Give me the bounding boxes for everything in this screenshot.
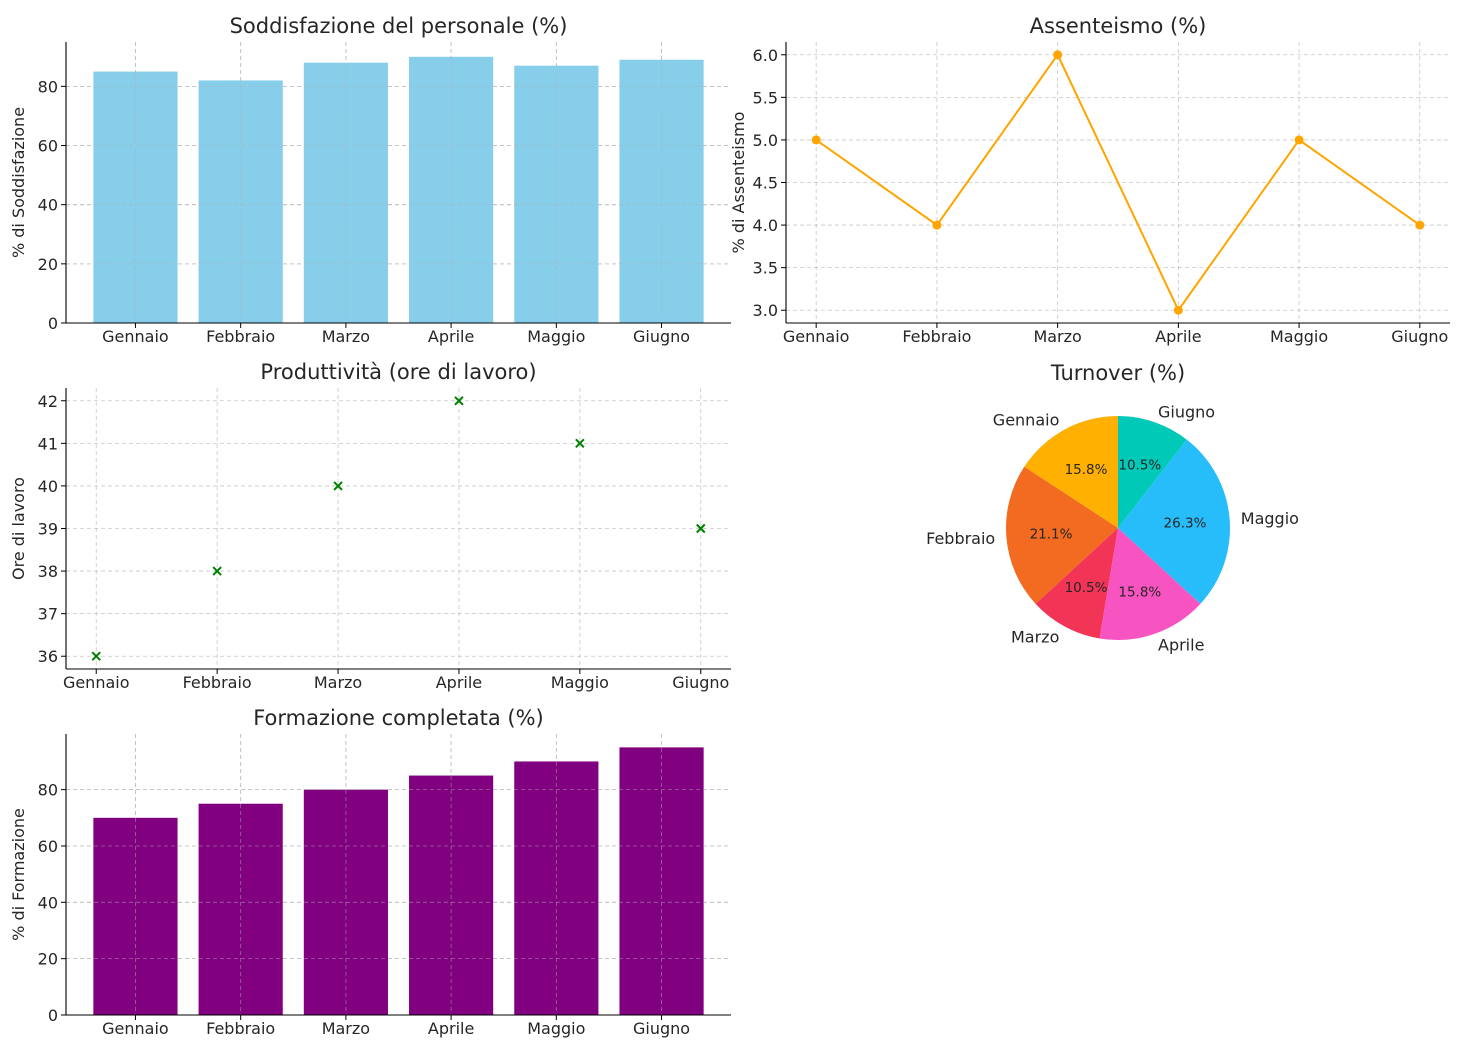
y-axis-label: % di Soddisfazione [9,107,28,258]
y-tick-label: 36 [38,647,58,666]
x-tick-label: Giugno [633,327,690,346]
x-tick-label: Marzo [314,673,362,692]
y-tick-label: 3.5 [753,259,778,278]
point-marzo [1053,50,1063,60]
y-tick-label: 42 [38,392,58,411]
point-maggio [575,438,585,449]
y-tick-label: 80 [38,77,58,96]
y-tick-label: 60 [38,137,58,156]
chart-title: Formazione completata (%) [253,706,544,730]
y-tick-label: 5.0 [753,131,778,150]
chart-1: Assenteismo (%) 3.0 3.5 4.0 4.5 5.0 5.5 6.0 Genn… [729,14,1450,346]
x-tick-label: Marzo [1033,327,1081,346]
x-tick-label: Gennaio [102,327,169,346]
y-tick-label: 4.5 [753,174,778,193]
x-tick-label: Maggio [1270,327,1328,346]
slice-aprile [1099,528,1201,640]
y-tick-label: 40 [38,477,58,496]
slice-pct-label: 15.8% [1065,462,1108,478]
y-tick-label: 40 [38,893,58,912]
chart-4: Formazione completata (%) 0 20 40 60 80 Gennai… [9,706,731,1038]
x-tick-label: Febbraio [902,327,971,346]
slice-label: Febbraio [926,529,995,548]
y-tick-label: 20 [38,950,58,969]
y-tick-label: 3.0 [753,301,778,320]
x-tick-label: Marzo [322,327,370,346]
slice-pct-label: 15.8% [1118,585,1161,601]
slice-pct-label: 21.1% [1030,527,1073,543]
y-tick-label: 0 [48,314,58,333]
x-tick-label: Maggio [527,1019,585,1038]
slice-febbraio [1006,466,1118,604]
x-tick-label: Giugno [633,1019,690,1038]
slice-pct-label: 26.3% [1164,515,1207,531]
y-tick-label: 5.5 [753,88,778,107]
point-marzo [333,481,343,491]
x-tick-label: Aprile [1155,327,1201,346]
point-febbraio [212,566,222,576]
x-tick-label: Febbraio [206,1019,275,1038]
y-tick-label: 39 [38,520,58,539]
y-tick-label: 4.0 [753,216,778,235]
x-tick-label: Gennaio [783,327,850,346]
chart-3: Turnover (%) Gennaio 15.8% Febbraio 21.1% Mar… [926,361,1299,655]
point-gennaio [811,135,821,145]
point-aprile [1173,305,1183,315]
y-tick-label: 41 [38,434,58,453]
x-tick-label: Aprile [436,673,482,692]
chart-title: Soddisfazione del personale (%) [230,14,568,38]
slice-label: Maggio [1241,509,1299,528]
chart-0: Soddisfazione del personale (%) 0 20 40 60 80… [9,14,731,346]
y-tick-label: 20 [38,255,58,274]
y-axis-label: Ore di lavoro [9,477,28,580]
point-giugno [696,523,706,534]
x-tick-label: Febbraio [183,673,252,692]
y-tick-label: 38 [38,562,58,581]
bar-maggio [514,65,599,324]
y-tick-label: 37 [38,605,58,624]
point-febbraio [932,220,942,230]
point-maggio [1294,135,1304,145]
y-tick-label: 0 [48,1006,58,1025]
slice-label: Marzo [1011,627,1059,646]
point-giugno [1415,220,1425,230]
x-tick-label: Maggio [551,673,609,692]
series-line [815,52,1421,313]
bar-febbraio [198,80,283,323]
slice-gennaio [1024,416,1118,528]
x-tick-label: Maggio [527,327,585,346]
chart-2: Produttività (ore di lavoro) 36 37 38 39 40 41… [9,360,731,692]
y-axis-label: % di Assenteismo [729,112,748,254]
y-axis-label: % di Formazione [9,808,28,941]
slice-giugno [1118,416,1187,528]
chart-title: Turnover (%) [1050,361,1185,385]
x-tick-label: Giugno [1391,327,1448,346]
slice-label: Giugno [1158,402,1215,421]
point-gennaio [91,651,101,661]
x-tick-label: Gennaio [102,1019,169,1038]
slice-marzo [1035,528,1118,639]
point-aprile [454,396,464,406]
x-tick-label: Febbraio [206,327,275,346]
y-tick-label: 60 [38,837,58,856]
chart-title: Produttività (ore di lavoro) [260,360,536,384]
x-tick-label: Aprile [428,327,474,346]
x-tick-label: Aprile [428,1019,474,1038]
chart-title: Assenteismo (%) [1030,14,1207,38]
y-tick-label: 80 [38,781,58,800]
slice-label: Aprile [1158,636,1204,655]
slice-pct-label: 10.5% [1118,457,1161,473]
x-tick-label: Marzo [322,1019,370,1038]
x-tick-label: Gennaio [63,673,130,692]
x-tick-label: Giugno [672,673,729,692]
slice-maggio [1118,439,1231,604]
y-tick-label: 6.0 [753,46,778,65]
slice-label: Gennaio [993,411,1060,430]
slice-pct-label: 10.5% [1065,580,1108,596]
y-tick-label: 40 [38,196,58,215]
